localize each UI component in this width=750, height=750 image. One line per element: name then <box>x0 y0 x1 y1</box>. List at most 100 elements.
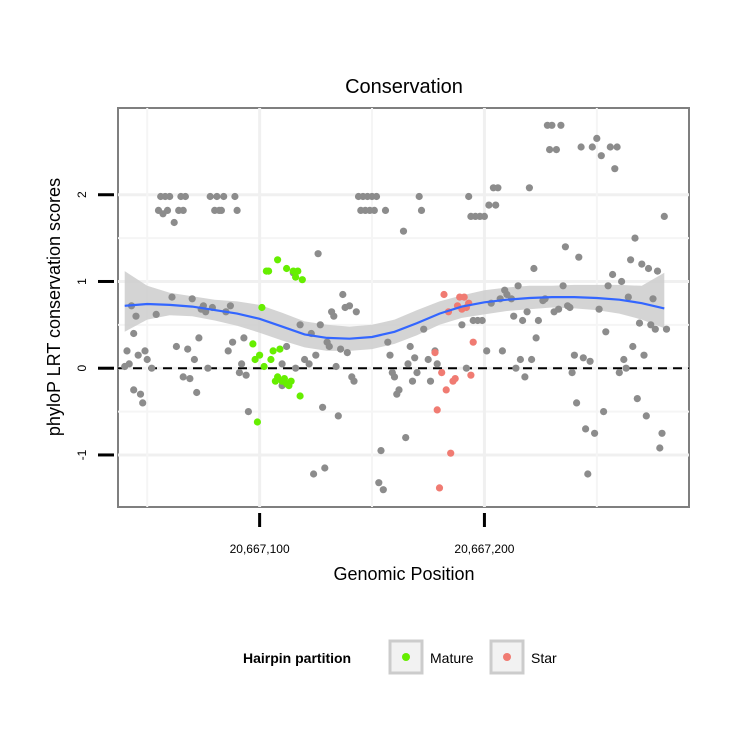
data-point-other <box>238 360 246 368</box>
data-point-other <box>593 134 601 142</box>
confidence-band-area <box>124 271 665 351</box>
data-point-other <box>622 364 630 372</box>
data-point-other <box>462 364 470 372</box>
data-point-other <box>413 369 421 377</box>
data-point-other <box>350 377 358 385</box>
data-point-other <box>415 192 423 201</box>
data-point-star <box>433 406 441 414</box>
data-point-other <box>204 364 212 372</box>
data-point-other <box>627 256 635 264</box>
data-point-mature <box>267 355 275 364</box>
data-point-mature <box>256 351 264 359</box>
legend-label-mature: Mature <box>430 650 474 666</box>
data-point-other <box>656 444 664 452</box>
data-point-other <box>591 429 599 437</box>
data-point-mature <box>265 267 273 275</box>
data-point-other <box>345 302 354 310</box>
data-point-mature <box>283 264 291 273</box>
data-point-other <box>662 325 671 333</box>
data-point-mature <box>258 303 266 312</box>
data-point-other <box>172 342 180 351</box>
data-point-other <box>424 355 432 364</box>
data-point-other <box>649 295 657 303</box>
data-point-other <box>458 321 466 329</box>
data-point-other <box>152 310 160 318</box>
data-point-other <box>408 377 417 385</box>
data-point-other <box>181 192 189 201</box>
data-point-other <box>352 308 360 316</box>
data-point-mature <box>292 273 300 281</box>
y-axis-label: phyloP LRT conservation scores <box>44 178 64 436</box>
data-point-other <box>125 360 133 368</box>
data-point-other <box>492 201 500 209</box>
data-point-other <box>132 312 140 320</box>
data-point-mature <box>249 340 257 348</box>
data-point-other <box>582 425 590 433</box>
data-point-other <box>390 373 399 381</box>
y-tick-label: 0 <box>75 365 89 372</box>
data-point-other <box>305 360 313 368</box>
data-point-other <box>613 143 621 151</box>
y-tick-label: 1 <box>75 278 89 285</box>
data-point-other <box>602 328 610 336</box>
data-point-other <box>512 364 520 372</box>
data-point-other <box>244 408 252 416</box>
data-point-other <box>624 293 632 301</box>
data-point-mature <box>269 347 277 355</box>
data-point-other <box>337 345 345 353</box>
data-point-other <box>229 338 237 346</box>
data-point-other <box>283 342 291 351</box>
data-point-other <box>235 369 243 377</box>
data-point-mature <box>294 267 302 275</box>
data-point-other <box>510 312 518 320</box>
legend-dot-mature <box>402 653 410 661</box>
x-axis: 20,667,100 20,667,200 <box>230 513 515 556</box>
data-point-mature <box>274 373 282 381</box>
data-point-other <box>606 143 614 151</box>
data-point-other <box>483 347 491 355</box>
data-point-other <box>618 277 626 286</box>
data-point-other <box>179 206 187 214</box>
data-point-other <box>168 293 176 301</box>
data-point-other <box>633 395 641 403</box>
data-point-other <box>179 373 187 381</box>
data-point-star <box>469 338 477 346</box>
data-point-other <box>213 192 221 201</box>
data-point-other <box>557 121 565 129</box>
y-tick-label: 2 <box>75 191 89 198</box>
data-point-star <box>447 449 455 457</box>
data-point-other <box>166 192 174 201</box>
data-point-other <box>644 264 653 273</box>
data-point-star <box>467 371 475 379</box>
data-point-other <box>640 351 648 359</box>
data-point-other <box>296 321 304 329</box>
data-point-other <box>406 342 414 351</box>
data-point-mature <box>274 256 282 264</box>
data-point-other <box>647 321 655 329</box>
data-point-other <box>395 386 403 394</box>
data-point-other <box>141 347 149 355</box>
data-point-other <box>548 121 556 129</box>
data-point-other <box>123 347 131 355</box>
data-point-other <box>577 143 585 151</box>
data-point-other <box>552 146 561 154</box>
data-point-other <box>534 316 543 325</box>
data-point-other <box>310 470 318 478</box>
x-tick-label: 20,667,100 <box>230 542 290 556</box>
data-point-other <box>575 253 583 261</box>
data-point-other <box>660 212 668 220</box>
data-point-other <box>130 329 138 338</box>
data-point-other <box>597 152 605 160</box>
legend-label-star: Star <box>531 650 557 666</box>
data-point-other <box>377 447 385 455</box>
data-point-other <box>325 342 333 351</box>
data-point-other <box>519 316 527 325</box>
legend-dot-star <box>503 653 511 661</box>
data-point-other <box>375 479 383 487</box>
data-point-other <box>316 321 324 329</box>
data-point-other <box>480 212 488 220</box>
data-point-other <box>478 316 486 325</box>
data-point-other <box>566 303 574 312</box>
x-axis-label: Genomic Position <box>333 564 474 584</box>
